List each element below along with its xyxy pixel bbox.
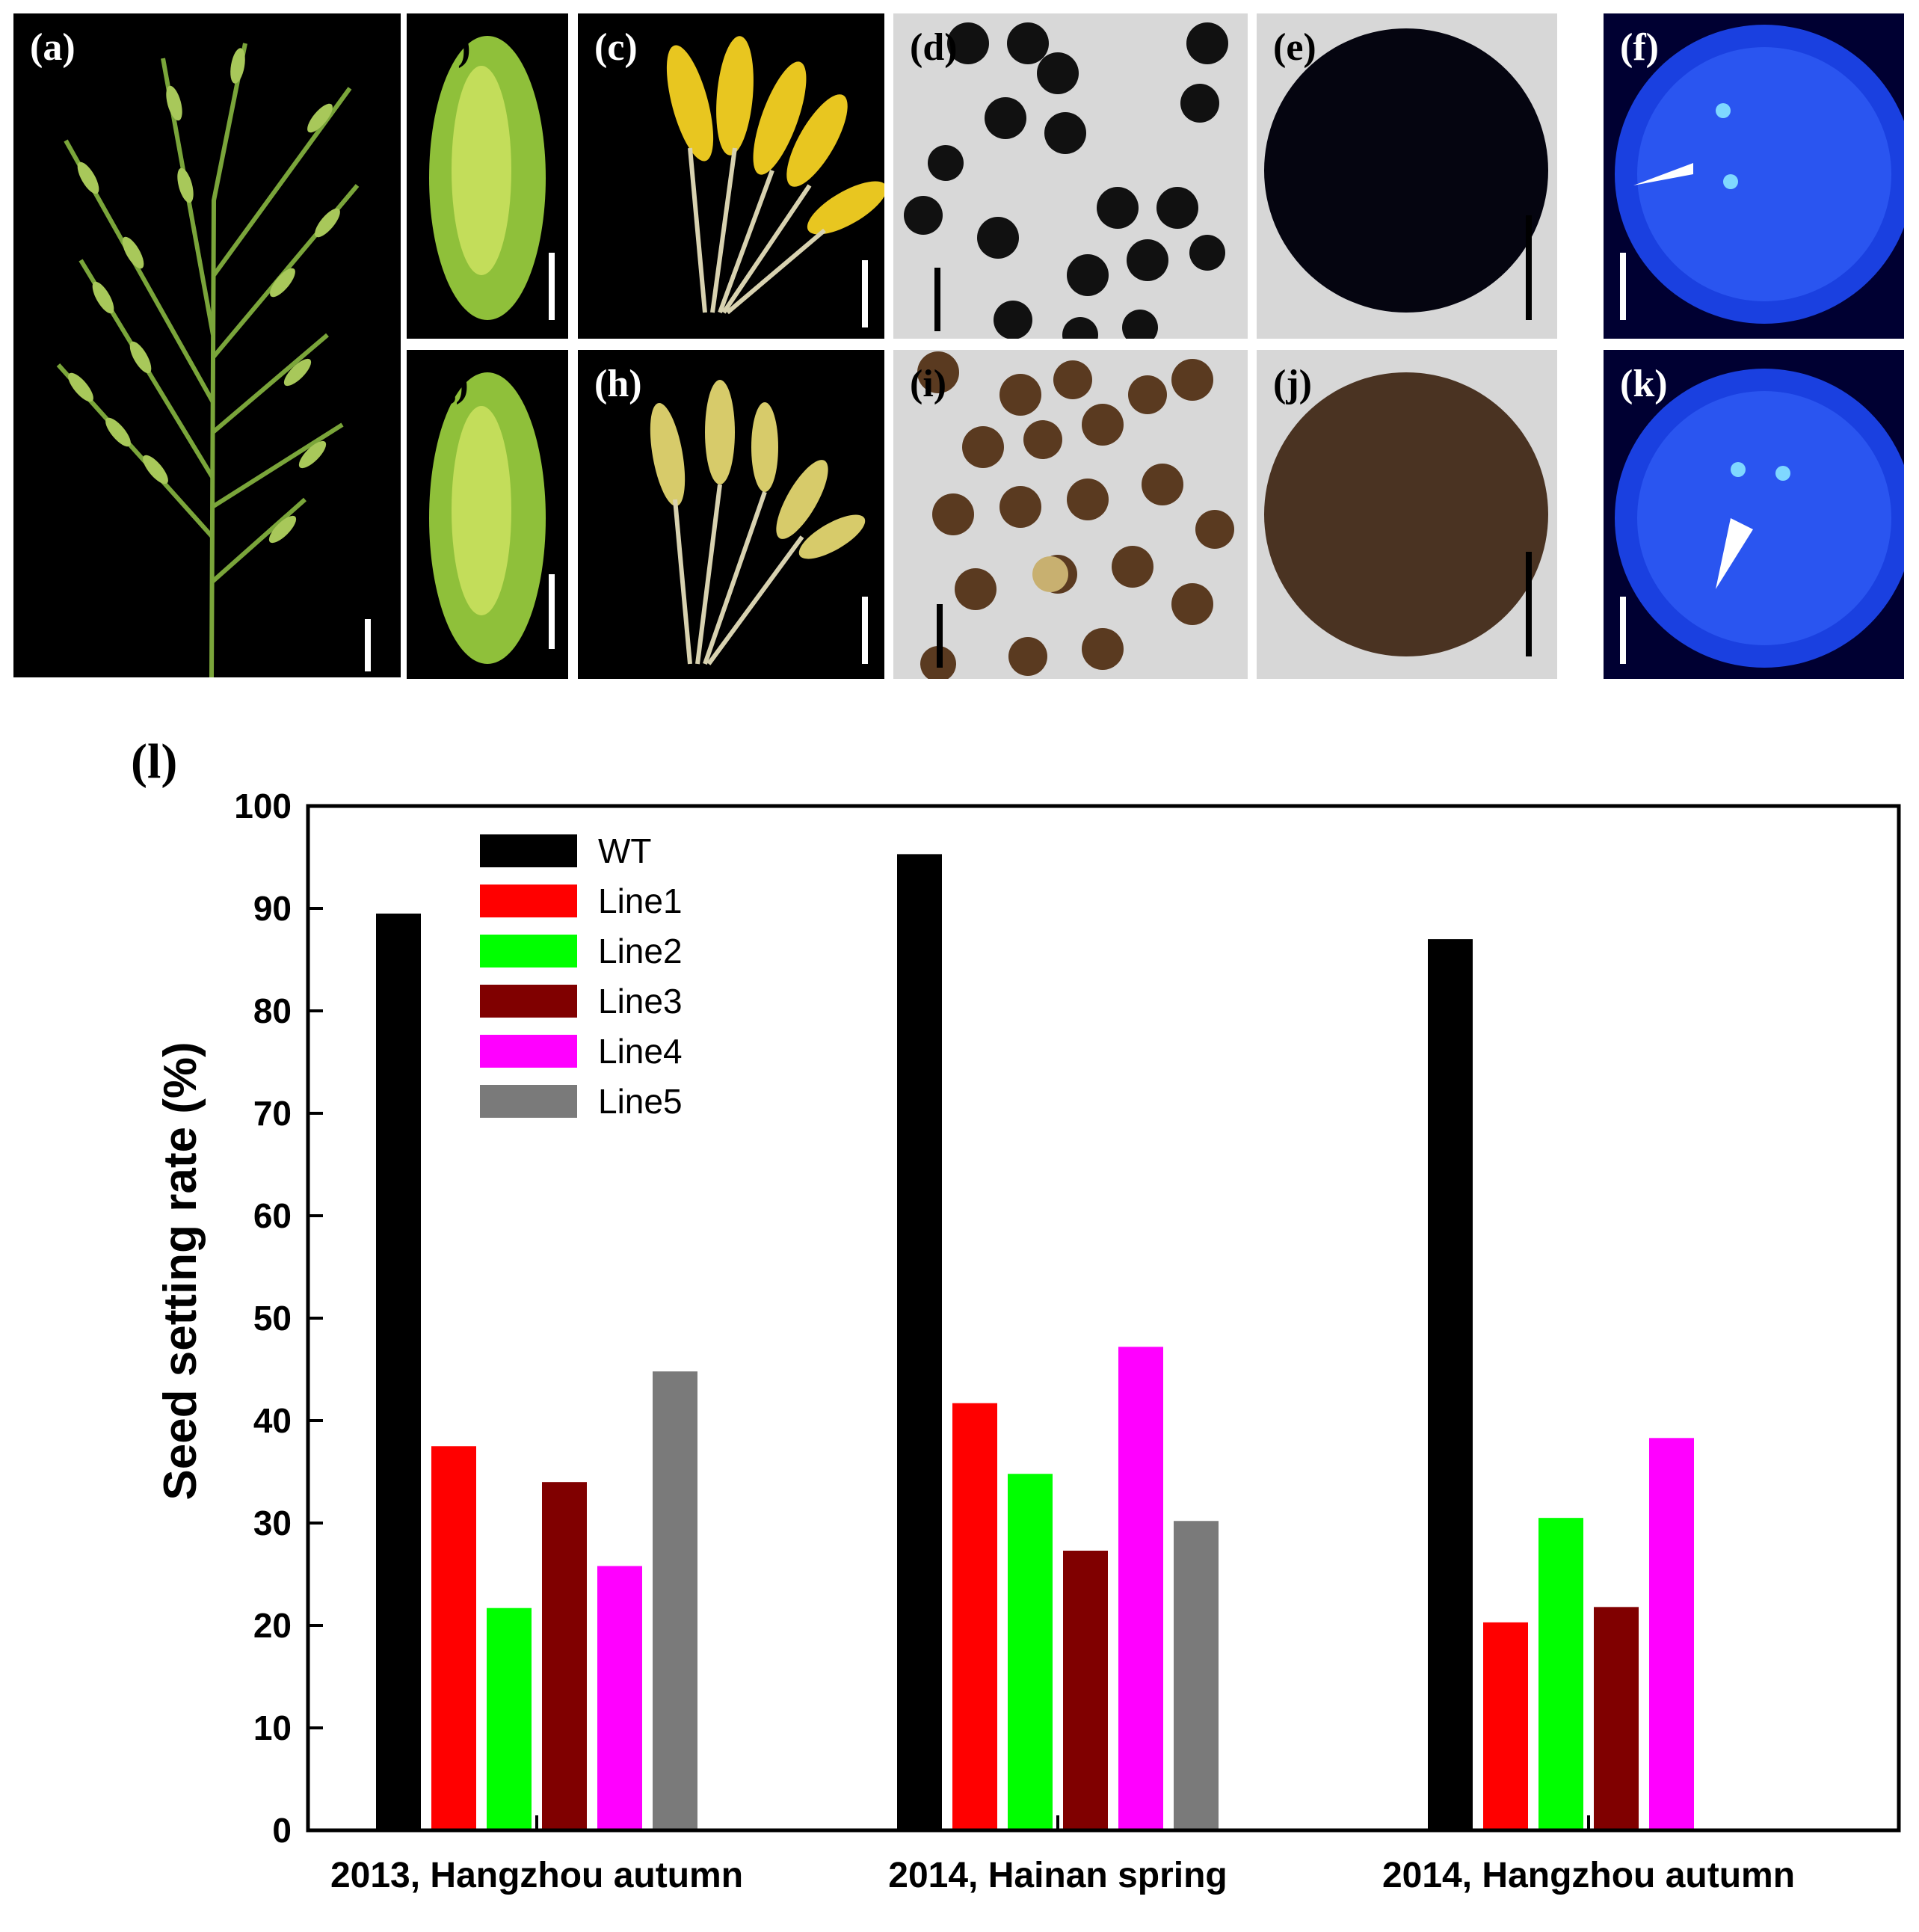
plot-frame	[306, 804, 1901, 1833]
bar-wt-2	[897, 854, 942, 1830]
panel-label-d: (d)	[910, 26, 958, 69]
panel-label-b: (b)	[423, 26, 471, 69]
seed-setting-bar-chart: (l) Seed setting rate (%) 0 10 20 30 40 50 60 7…	[131, 734, 1901, 1895]
bar-wt-1	[376, 913, 421, 1830]
legend-swatch-line4	[480, 1035, 577, 1068]
spikelet-illustration	[429, 36, 555, 320]
panel-label-f: (f)	[1620, 26, 1659, 69]
y-tick-label: 100	[234, 787, 292, 825]
pollen-closeup-mutant-illustration	[1264, 372, 1548, 656]
legend-label-line4: Line4	[598, 1032, 683, 1071]
pollen-closeup-illustration	[1264, 28, 1548, 320]
panel-i-pollen-mutant: (i)	[893, 350, 1248, 679]
bar-line1-2	[952, 1403, 997, 1830]
legend-label-wt: WT	[598, 831, 652, 870]
bar-line3-2	[1063, 1550, 1108, 1830]
chart-panel-label: (l)	[131, 734, 177, 789]
bar-wt-3	[1428, 939, 1473, 1830]
y-tick-label: 10	[253, 1708, 292, 1747]
bar-line1-1	[431, 1446, 476, 1830]
panel-label-g: (g)	[423, 363, 469, 405]
legend-label-line5: Line5	[598, 1082, 683, 1121]
dapi-stain-mutant-illustration	[1615, 369, 1904, 668]
legend-swatch-line3	[480, 985, 577, 1018]
stamen-mutant-illustration	[650, 380, 868, 665]
bar-line2-2	[1008, 1474, 1053, 1830]
legend: WT Line1 Line2 Line3 Line4 Line5	[480, 831, 683, 1121]
bar-line2-1	[487, 1608, 532, 1830]
x-category-label: 2014, Hangzhou autumn	[1382, 1856, 1795, 1895]
panel-j-pollen-closeup-mutant: (j)	[1257, 350, 1557, 679]
panel-label-j: (j)	[1273, 363, 1312, 405]
panel-k-dapi-mutant: (k)	[1604, 350, 1904, 679]
x-category-label: 2014, Hainan spring	[888, 1856, 1228, 1895]
y-tick-label: 50	[253, 1299, 292, 1338]
panel-g-spikelet-mutant: (g)	[407, 350, 568, 679]
panel-a-panicle-photo: (a)	[13, 13, 401, 677]
y-ticks-group: 0 10 20 30 40 50 60 70 80 90 100	[234, 787, 323, 1850]
stamen-illustration	[666, 36, 884, 327]
bar-line3-1	[542, 1482, 587, 1830]
y-axis-label: Seed setting rate (%)	[155, 1042, 206, 1500]
bar-line3-3	[1594, 1607, 1639, 1830]
bar-line5-1	[653, 1371, 697, 1830]
spikelet-mutant-illustration	[429, 372, 555, 664]
legend-label-line2: Line2	[598, 932, 683, 970]
legend-swatch-line2	[480, 935, 577, 967]
y-tick-label: 60	[253, 1196, 292, 1235]
panel-label-k: (k)	[1620, 363, 1668, 405]
bar-line5-2	[1174, 1521, 1219, 1830]
x-category-label: 2013, Hangzhou autumn	[330, 1856, 743, 1895]
panel-b-spikelet-photo: (b)	[407, 13, 568, 339]
panel-d-pollen-wt-photo: (d)	[893, 13, 1248, 339]
panel-f-dapi-wt: (f)	[1604, 13, 1904, 339]
legend-swatch-line5	[480, 1085, 577, 1118]
x-category-labels: 2013, Hangzhou autumn 2014, Hainan spring…	[330, 1815, 1795, 1895]
legend-label-line3: Line3	[598, 982, 683, 1021]
legend-label-line1: Line1	[598, 882, 683, 920]
y-tick-label: 20	[253, 1606, 292, 1645]
dapi-stain-illustration	[1615, 25, 1904, 324]
panel-e-pollen-closeup-wt: (e)	[1257, 13, 1557, 339]
panicle-illustration	[56, 43, 371, 677]
panel-label-i: (i)	[910, 363, 947, 405]
y-tick-label: 90	[253, 889, 292, 928]
panel-c-stamen-photo: (c)	[578, 13, 884, 339]
panel-h-stamen-mutant: (h)	[578, 350, 884, 679]
y-tick-label: 70	[253, 1094, 292, 1133]
bars-group	[376, 854, 1694, 1830]
bar-line1-3	[1483, 1622, 1528, 1830]
pollen-grains-mutant-illustration	[917, 351, 1234, 679]
bar-line4-3	[1649, 1438, 1694, 1830]
panel-label-h: (h)	[594, 363, 642, 405]
bar-line4-2	[1118, 1347, 1163, 1830]
y-tick-label: 40	[253, 1401, 292, 1440]
y-tick-label: 30	[253, 1504, 292, 1542]
panel-label-c: (c)	[594, 26, 638, 69]
bar-line4-1	[597, 1566, 642, 1830]
legend-swatch-line1	[480, 885, 577, 917]
pollen-grains-illustration	[904, 22, 1228, 339]
bar-line2-3	[1538, 1518, 1583, 1830]
y-tick-label: 0	[272, 1811, 292, 1850]
panel-label-a: (a)	[30, 26, 76, 69]
panel-label-e: (e)	[1273, 26, 1316, 69]
legend-swatch-wt	[480, 834, 577, 867]
y-tick-label: 80	[253, 991, 292, 1030]
